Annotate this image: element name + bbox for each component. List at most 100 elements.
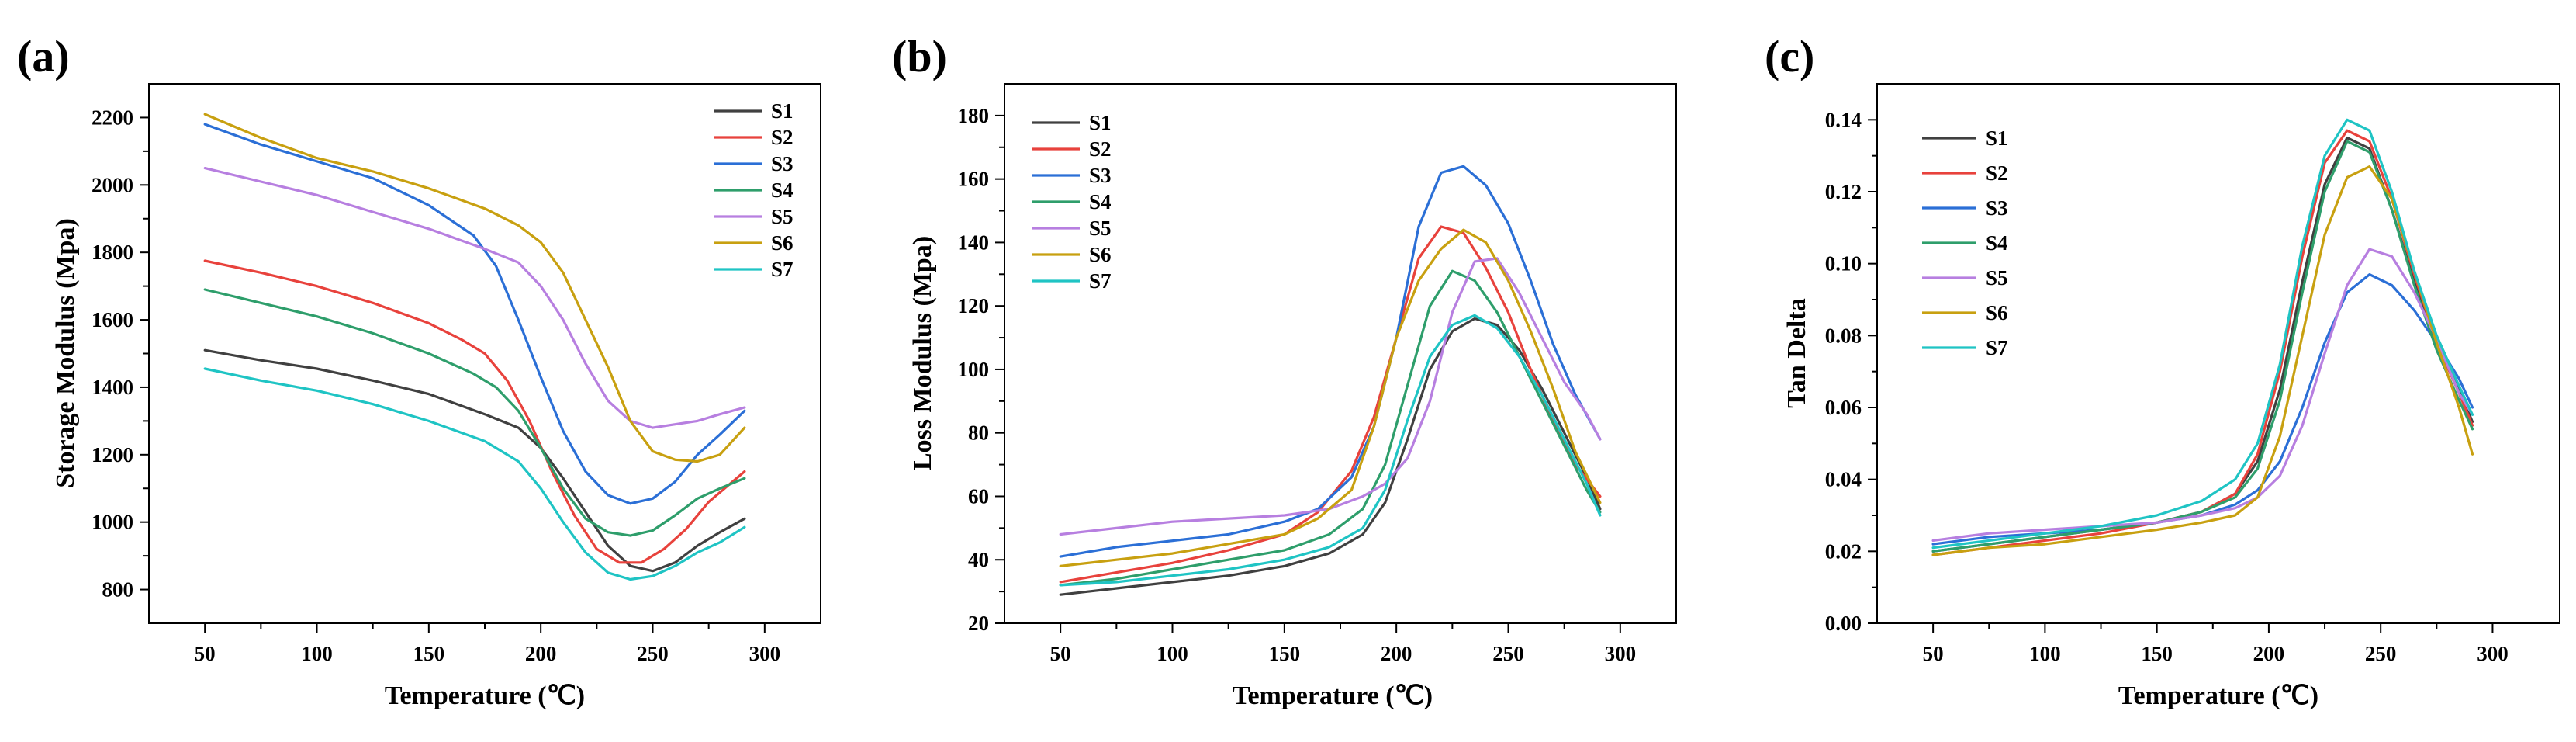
panel-b-legend-label-s2: S2 [1089, 137, 1112, 161]
panel-b-x-axis-title: Temperature (℃) [1233, 681, 1433, 710]
panel-b-y-tick-label: 60 [968, 484, 989, 508]
panel-c-legend: S1 S2 S3 S4 S5 S6 S7 [1922, 127, 2008, 359]
panel-c-series-lines [1931, 118, 2474, 556]
panel-b: (b) 50 100 150 200 250 300 20 40 60 80 100 120 140 16… [892, 31, 1677, 710]
panel-c-legend-label-s7: S7 [1986, 336, 2008, 359]
panel-a-y-tick-label: 800 [102, 578, 134, 602]
panel-b-x-tick-label: 100 [1157, 642, 1188, 665]
panel-c-y-tick-label: 0.04 [1825, 468, 1862, 491]
panel-c-legend-label-s1: S1 [1986, 127, 2008, 150]
panel-b-y-tick-label: 40 [968, 548, 989, 571]
panel-a-series-s3-line [203, 123, 746, 505]
panel-c-legend-label-s4: S4 [1986, 231, 2008, 255]
panel-b-x-tick-label: 50 [1050, 642, 1071, 665]
panel-a-legend-label-s5: S5 [771, 205, 794, 228]
panel-c-y-tick-label: 0.10 [1825, 252, 1862, 276]
panel-a-legend-label-s3: S3 [771, 152, 794, 175]
panel-b-y-tick-label: 80 [968, 421, 989, 445]
panel-b-series-s5-line [1059, 257, 1602, 536]
panel-c-series-s7-line [1931, 118, 2474, 550]
panel-b-y-axis-title: Loss Modulus (Mpa) [908, 236, 937, 470]
panel-a-y-tick-label: 1800 [92, 241, 133, 264]
panel-c-x-tick-label: 150 [2141, 642, 2173, 665]
panel-c-series-s4-line [1931, 140, 2474, 553]
panel-b-series-s3-line [1059, 165, 1602, 558]
panel-a: (a) 50 100 150 200 250 300 800 1000 1200 1400 1600… [17, 31, 821, 710]
panel-a-label: (a) [17, 31, 70, 81]
panel-a-y-tick-label: 1600 [92, 308, 133, 331]
panel-c-legend-label-s6: S6 [1986, 301, 2008, 324]
panel-c-y-tick-label: 0.14 [1825, 108, 1862, 131]
panel-c-legend-label-s5: S5 [1986, 266, 2008, 290]
panel-a-x-tick-label: 50 [195, 642, 216, 665]
panel-c-x-tick-label: 50 [1923, 642, 1944, 665]
panel-b-x-tick-label: 150 [1269, 642, 1301, 665]
panel-a-x-tick-label: 100 [301, 642, 333, 665]
panel-a-series-s5-line [203, 167, 746, 429]
panel-a-y-tick-label: 1200 [92, 443, 133, 466]
panel-c-x-tick-label: 250 [2365, 642, 2397, 665]
panel-a-y-tick-label: 1400 [92, 376, 133, 399]
panel-a-legend-label-s2: S2 [771, 126, 794, 149]
panel-c-legend-label-s2: S2 [1986, 161, 2008, 185]
panel-a-y-tick-label: 2000 [92, 173, 133, 196]
panel-a-series-s6-line [203, 113, 746, 463]
panel-a-legend-label-s7: S7 [771, 258, 794, 281]
panel-b-x-tick-label: 250 [1492, 642, 1524, 665]
panel-b-x-tick-label: 200 [1381, 642, 1412, 665]
panel-c-y-axis-title: Tan Delta [1782, 298, 1811, 407]
panel-a-series-s7-line [203, 367, 746, 581]
panel-c-plot-frame [1876, 83, 2560, 624]
panel-c: (c) 50 100 150 200 250 300 0.00 0.02 0.04 0.06 0.0… [1765, 31, 2560, 710]
panel-c-x-tick-label: 200 [2253, 642, 2285, 665]
panel-b-y-tick-label: 140 [958, 231, 990, 254]
panel-c-legend-label-s3: S3 [1986, 196, 2008, 220]
panel-b-series-lines [1059, 165, 1602, 596]
panel-b-y-tick-label: 100 [958, 358, 990, 381]
panel-b-series-s4-line [1059, 269, 1602, 587]
panel-b-x-tick-label: 300 [1605, 642, 1637, 665]
panel-b-legend-label-s5: S5 [1089, 217, 1112, 240]
panel-a-legend: S1 S2 S3 S4 S5 S6 S7 [714, 99, 794, 281]
panel-b-series-s6-line [1059, 228, 1602, 567]
panel-b-legend: S1 S2 S3 S4 S5 S6 S7 [1032, 111, 1112, 293]
panel-a-ticks: 50 100 150 200 250 300 800 1000 1200 1400 1600 1800… [92, 106, 780, 665]
panel-a-x-tick-label: 300 [749, 642, 781, 665]
panel-c-label: (c) [1765, 31, 1814, 81]
panel-b-legend-label-s7: S7 [1089, 269, 1112, 293]
panel-a-series-s4-line [203, 288, 746, 537]
panel-a-y-axis-title: Storage Modulus (Mpa) [51, 218, 80, 488]
panel-a-series-lines [203, 113, 746, 581]
panel-c-x-axis-title: Temperature (℃) [2118, 681, 2318, 710]
panel-c-y-tick-label: 0.00 [1825, 612, 1862, 635]
panel-c-y-tick-label: 0.06 [1825, 396, 1862, 419]
panel-a-x-tick-label: 250 [637, 642, 669, 665]
panel-b-y-tick-label: 120 [958, 294, 990, 317]
panel-b-series-s1-line [1059, 317, 1602, 596]
panel-b-legend-label-s6: S6 [1089, 243, 1112, 266]
panel-c-y-tick-label: 0.08 [1825, 324, 1862, 347]
panel-b-legend-label-s4: S4 [1089, 190, 1112, 213]
panel-a-legend-label-s6: S6 [771, 231, 794, 255]
panel-b-legend-label-s3: S3 [1089, 164, 1112, 187]
panel-a-legend-label-s4: S4 [771, 179, 794, 202]
panel-c-x-tick-label: 100 [2029, 642, 2061, 665]
panel-b-label: (b) [892, 31, 947, 81]
panel-a-y-tick-label: 2200 [92, 106, 133, 129]
panel-b-y-tick-label: 20 [968, 612, 989, 635]
panel-c-y-tick-label: 0.02 [1825, 539, 1862, 563]
panel-c-x-tick-label: 300 [2477, 642, 2509, 665]
panel-a-x-tick-label: 200 [525, 642, 557, 665]
panel-b-y-tick-label: 160 [958, 168, 990, 191]
panel-c-y-tick-label: 0.12 [1825, 180, 1862, 203]
panel-b-legend-label-s1: S1 [1089, 111, 1112, 134]
panel-b-y-tick-label: 180 [958, 104, 990, 127]
panel-a-x-axis-title: Temperature (℃) [385, 681, 585, 710]
panel-a-y-tick-label: 1000 [92, 511, 133, 534]
panel-a-series-s1-line [203, 348, 746, 573]
panel-b-series-s7-line [1059, 314, 1602, 587]
panel-a-legend-label-s1: S1 [771, 99, 794, 123]
panel-a-x-tick-label: 150 [413, 642, 445, 665]
